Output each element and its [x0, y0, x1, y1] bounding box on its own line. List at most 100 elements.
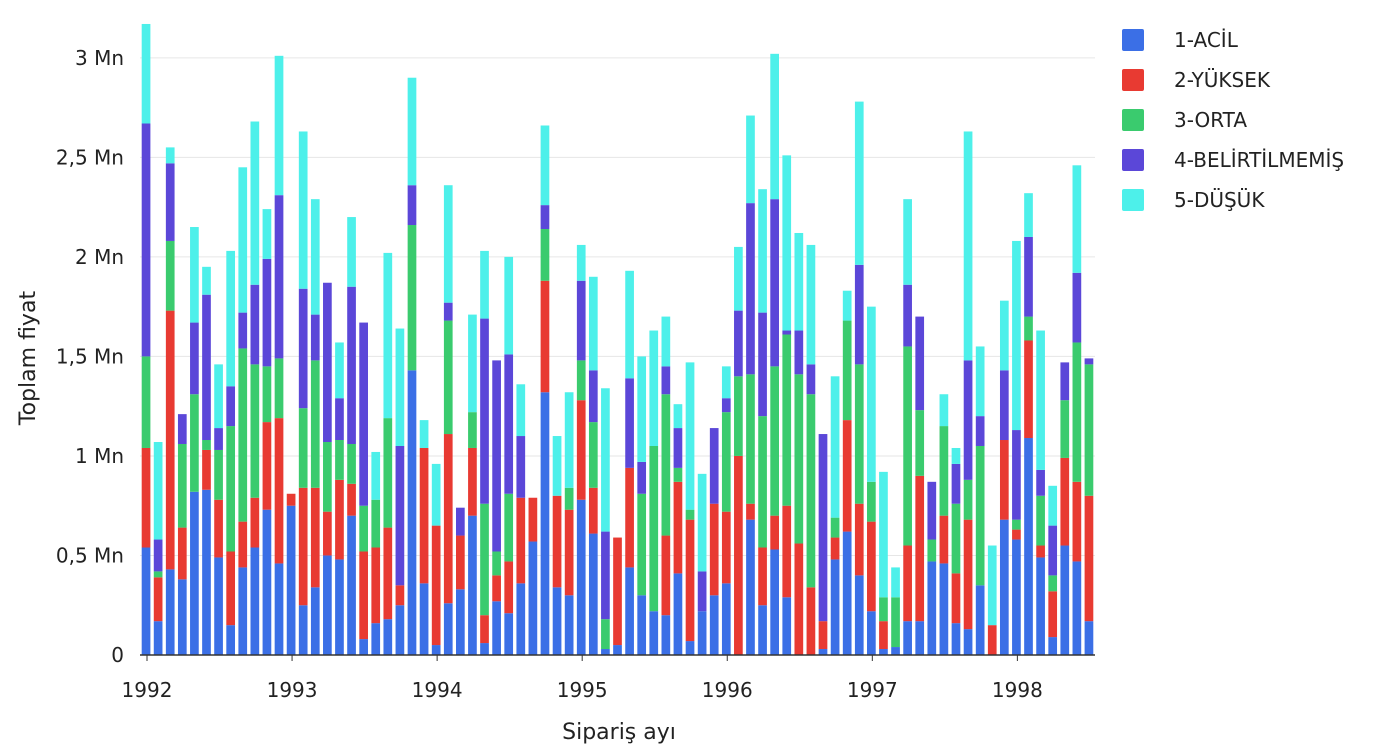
- bar-segment[interactable]: [963, 131, 973, 361]
- bar-segment[interactable]: [999, 440, 1009, 520]
- bar-segment[interactable]: [588, 422, 598, 488]
- bar-segment[interactable]: [1048, 525, 1058, 576]
- bar-segment[interactable]: [661, 366, 671, 395]
- bar-segment[interactable]: [552, 436, 562, 496]
- bar-segment[interactable]: [661, 535, 671, 616]
- bar-segment[interactable]: [697, 473, 707, 572]
- bar-segment[interactable]: [323, 555, 332, 655]
- bar-segment[interactable]: [383, 527, 393, 620]
- bar-segment[interactable]: [1060, 545, 1070, 655]
- bar-segment[interactable]: [963, 519, 973, 630]
- bar-segment[interactable]: [903, 621, 912, 655]
- bar-segment[interactable]: [190, 491, 199, 655]
- bar-segment[interactable]: [685, 509, 695, 520]
- bar-segment[interactable]: [915, 410, 925, 476]
- bar-segment[interactable]: [153, 571, 163, 578]
- bar-segment[interactable]: [576, 400, 586, 500]
- bar-segment[interactable]: [226, 426, 236, 552]
- bar-segment[interactable]: [963, 629, 973, 655]
- bar-segment[interactable]: [951, 623, 961, 655]
- bar-segment[interactable]: [528, 541, 538, 655]
- bar-segment[interactable]: [915, 316, 925, 411]
- bar-segment[interactable]: [335, 559, 344, 655]
- bar-segment[interactable]: [323, 442, 332, 512]
- bar-segment[interactable]: [758, 605, 767, 655]
- bar-segment[interactable]: [190, 394, 199, 492]
- bar-segment[interactable]: [214, 557, 223, 655]
- bar-segment[interactable]: [927, 539, 937, 562]
- bar-segment[interactable]: [1084, 364, 1094, 496]
- bar-segment[interactable]: [576, 499, 586, 655]
- bar-segment[interactable]: [758, 312, 767, 417]
- bar-segment[interactable]: [794, 330, 804, 375]
- bar-segment[interactable]: [891, 567, 900, 598]
- bar-segment[interactable]: [238, 521, 248, 568]
- bar-segment[interactable]: [359, 322, 368, 506]
- bar-segment[interactable]: [685, 519, 695, 642]
- bar-segment[interactable]: [987, 625, 997, 655]
- bar-segment[interactable]: [1036, 545, 1045, 558]
- bar-segment[interactable]: [443, 434, 453, 604]
- bar-segment[interactable]: [407, 77, 417, 186]
- bar-segment[interactable]: [637, 493, 647, 596]
- bar-segment[interactable]: [431, 463, 441, 526]
- bar-segment[interactable]: [601, 649, 610, 655]
- bar-segment[interactable]: [999, 370, 1009, 441]
- bar-segment[interactable]: [165, 240, 175, 311]
- bar-segment[interactable]: [238, 312, 248, 349]
- bar-segment[interactable]: [238, 567, 248, 655]
- bar-segment[interactable]: [214, 499, 223, 558]
- bar-segment[interactable]: [202, 449, 211, 490]
- bar-segment[interactable]: [359, 551, 368, 640]
- legend-item-orta[interactable]: 3-ORTA: [1122, 100, 1344, 140]
- bar-segment[interactable]: [298, 487, 308, 606]
- bar-segment[interactable]: [1084, 621, 1094, 655]
- bar-segment[interactable]: [226, 551, 236, 626]
- bar-segment[interactable]: [202, 440, 211, 450]
- bar-segment[interactable]: [842, 290, 852, 321]
- bar-segment[interactable]: [226, 386, 236, 427]
- bar-segment[interactable]: [468, 314, 477, 413]
- bar-segment[interactable]: [734, 246, 743, 311]
- bar-segment[interactable]: [649, 445, 659, 612]
- bar-segment[interactable]: [504, 256, 514, 355]
- bar-segment[interactable]: [516, 436, 526, 498]
- bar-segment[interactable]: [456, 589, 465, 655]
- bar-segment[interactable]: [323, 511, 332, 556]
- bar-segment[interactable]: [516, 497, 526, 584]
- bar-segment[interactable]: [1012, 519, 1021, 530]
- legend-item-belirtilmemis[interactable]: 4-BELİRTİLMEMİŞ: [1122, 140, 1344, 180]
- bar-segment[interactable]: [842, 420, 852, 532]
- bar-segment[interactable]: [540, 125, 550, 206]
- bar-segment[interactable]: [661, 615, 671, 655]
- bar-segment[interactable]: [951, 503, 961, 574]
- bar-segment[interactable]: [1048, 591, 1058, 638]
- bar-segment[interactable]: [782, 334, 792, 506]
- bar-segment[interactable]: [298, 605, 308, 655]
- bar-segment[interactable]: [721, 511, 731, 584]
- bar-segment[interactable]: [298, 288, 308, 409]
- bar-segment[interactable]: [419, 583, 429, 655]
- bar-segment[interactable]: [407, 370, 417, 655]
- bar-segment[interactable]: [601, 388, 610, 532]
- bar-segment[interactable]: [709, 595, 719, 655]
- bar-segment[interactable]: [504, 613, 514, 655]
- bar-segment[interactable]: [588, 276, 598, 371]
- bar-segment[interactable]: [758, 416, 767, 548]
- bar-segment[interactable]: [347, 443, 356, 484]
- bar-segment[interactable]: [939, 563, 949, 655]
- bar-segment[interactable]: [588, 487, 598, 534]
- bar-segment[interactable]: [456, 535, 465, 590]
- bar-segment[interactable]: [310, 360, 320, 488]
- bar-segment[interactable]: [552, 587, 562, 655]
- bar-segment[interactable]: [335, 342, 344, 399]
- bar-segment[interactable]: [165, 310, 175, 570]
- bar-segment[interactable]: [709, 428, 719, 504]
- bar-segment[interactable]: [1036, 469, 1045, 496]
- bar-segment[interactable]: [407, 185, 417, 226]
- bar-segment[interactable]: [516, 583, 526, 655]
- bar-segment[interactable]: [734, 310, 743, 377]
- bar-segment[interactable]: [371, 499, 381, 548]
- bar-segment[interactable]: [903, 199, 912, 285]
- bar-segment[interactable]: [516, 384, 526, 437]
